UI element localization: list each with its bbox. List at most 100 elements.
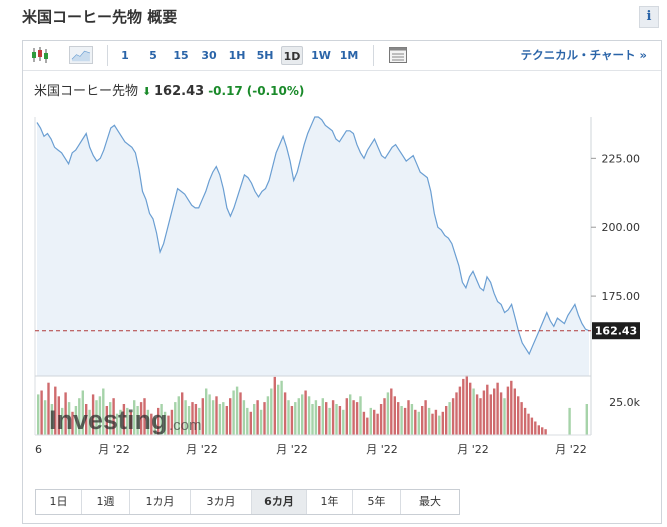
volume-bar [342,409,345,435]
volume-bar [510,380,513,435]
volume-bar [266,396,270,435]
volume-bar [403,407,407,435]
volume-bar [503,398,506,435]
price-chart[interactable]: Investing .com 225.00 200.00 175.00 25.0k 6… [23,101,661,461]
technical-chart-link[interactable]: テクニカル・チャート » [520,48,647,62]
volume-bar [239,392,242,435]
y-axis-ticks: 225.00 200.00 175.00 25.0k [591,152,641,409]
volume-bar [427,407,431,435]
volume-bar [211,400,215,435]
chart-widget: 1 5 15 30 1H 5H 1D 1W 1M テクニカル・チャート » 米国… [22,40,662,524]
volume-bar [67,402,71,435]
volume-bar [160,404,163,435]
price-change-percent: (-0.10%) [246,84,305,98]
range-1d[interactable]: 1日 [36,490,82,514]
interval-1[interactable]: 1 [121,49,129,62]
volume-bar [54,386,57,435]
range-1m[interactable]: 1カ月 [130,490,191,514]
volume-bar [328,407,331,435]
last-price-label: 162.43 [595,325,637,338]
table-icon[interactable] [388,46,408,64]
volume-bar [167,415,170,435]
volume-bar [434,409,438,435]
volume-bar [359,396,362,435]
down-arrow-icon: ⬇ [142,85,152,98]
volume-bar [136,406,139,435]
volume-bar [585,404,588,435]
volume-bar [242,400,246,435]
volume-bar [537,425,540,435]
info-icon[interactable]: i [639,6,659,28]
volume-bar [139,402,143,435]
volume-bar [64,392,67,435]
volume-bar [174,402,177,435]
volume-bar [229,398,232,435]
volume-bar [379,404,383,435]
interval-15[interactable]: 15 [173,49,189,62]
volume-bar [331,400,335,435]
range-1y[interactable]: 1年 [307,490,353,514]
volume-bar [451,398,455,435]
volume-bar [318,406,321,435]
volume-bar [338,406,342,435]
volume-bar [479,398,482,435]
volume-bar [85,404,88,435]
volume-bar [256,400,259,435]
volume-bar [177,396,180,435]
volume-bar [376,413,379,435]
volume-bar [280,380,283,435]
instrument-name: 米国コーヒー先物 [34,84,139,99]
volume-bar [335,404,338,435]
volume-bar [273,376,276,435]
x-tick-label: 月 '22 [98,443,130,456]
volume-bar [448,402,451,435]
range-1w[interactable]: 1週 [82,490,130,514]
volume-bar [373,409,376,435]
volume-bar [218,404,222,435]
volume-bar [253,404,256,435]
volume-bar [520,402,523,435]
volume-bar [143,398,146,435]
interval-1m[interactable]: 1M [339,49,359,62]
volume-bar [469,382,472,435]
volume-bar [259,409,263,435]
volume-bar [249,411,252,435]
volume-bar [455,392,458,435]
price-line [36,116,590,356]
volume-bar [568,407,571,435]
range-3m[interactable]: 3カ月 [191,490,252,514]
x-tick-label: 月 '22 [366,443,398,456]
volume-bar [91,394,95,435]
volume-bar [472,388,475,435]
price-area-fill [37,117,589,376]
volume-bar [40,390,43,435]
interval-5h[interactable]: 5H [256,49,274,62]
range-max[interactable]: 最大 [401,490,459,514]
candlestick-icon[interactable] [29,46,51,64]
volume-bar [458,386,462,435]
volume-bar [523,407,527,435]
range-5y[interactable]: 5年 [353,490,401,514]
last-price-tag [592,322,640,340]
volume-bar [349,394,352,435]
x-tick-label: 月 '22 [186,443,218,456]
interval-1h[interactable]: 1H [228,49,246,62]
interval-1w[interactable]: 1W [311,49,331,62]
volume-bar [431,413,434,435]
volume-bar [198,407,201,435]
interval-1d[interactable]: 1D [281,46,303,65]
volume-bar [133,400,136,435]
volume-bar [462,378,465,435]
interval-30[interactable]: 30 [201,49,217,62]
interval-5[interactable]: 5 [149,49,157,62]
volume-bar [194,404,198,435]
volume-bar [506,386,510,435]
volume-bar [369,407,372,435]
range-6m[interactable]: 6カ月 [252,490,307,514]
volume-bar [191,402,194,435]
area-chart-icon[interactable] [69,46,93,64]
volume-bar [493,388,496,435]
last-price: 162.43 [154,84,205,99]
y-tick-label: 225.00 [602,152,641,165]
volume-bar [345,398,348,435]
